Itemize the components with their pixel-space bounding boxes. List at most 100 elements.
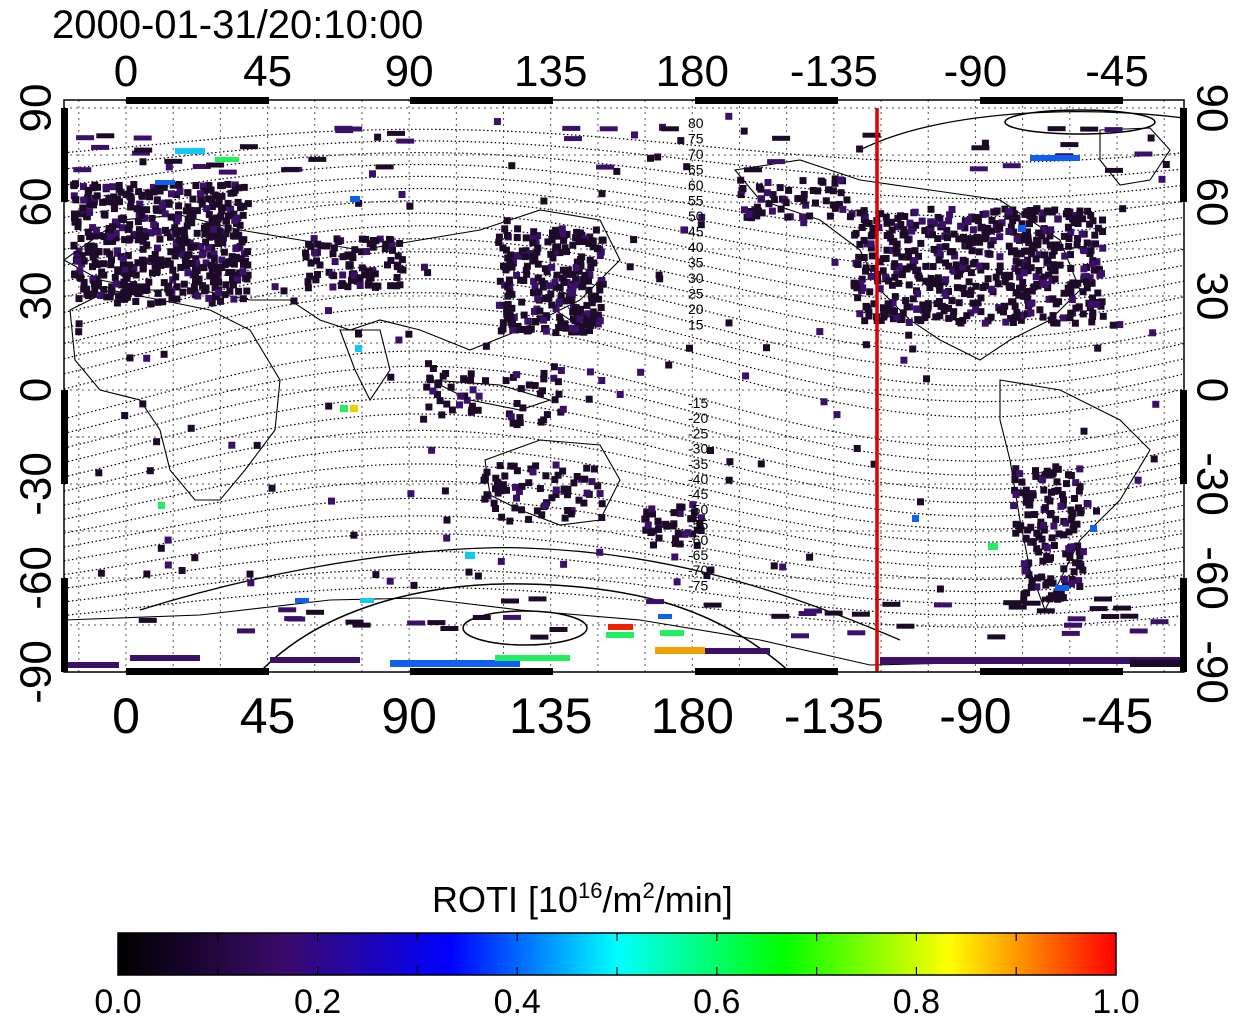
left-lat-tick-label: 30 (12, 272, 61, 321)
left-lat-tick-label: -30 (12, 452, 61, 516)
roti-cell (1018, 284, 1026, 292)
roti-cell (1044, 257, 1052, 265)
roti-cell (97, 292, 105, 299)
roti-cell (981, 231, 989, 239)
left-lat-tick-label: 0 (12, 378, 61, 402)
roti-cell (971, 145, 990, 151)
roti-cell (504, 301, 512, 308)
roti-cell (1046, 232, 1054, 240)
roti-cell (186, 206, 194, 214)
roti-cell (516, 414, 524, 422)
roti-cell (648, 505, 656, 513)
mlat-contour (64, 306, 1184, 403)
roti-cell (350, 196, 360, 202)
roti-cell (475, 392, 483, 400)
roti-cell (902, 265, 910, 273)
roti-cell (244, 200, 252, 208)
roti-cell (508, 304, 516, 312)
roti-cell (1039, 557, 1047, 565)
roti-cell (865, 220, 873, 227)
roti-cell (1067, 516, 1075, 524)
roti-cell (525, 381, 533, 389)
frame-tick-bars (61, 97, 1187, 675)
frame-bar-left (61, 578, 68, 672)
roti-cell (156, 235, 164, 243)
roti-cell (507, 413, 515, 421)
left-lat-tick-label: 90 (12, 84, 61, 133)
contour-label-south: -60 (688, 532, 708, 548)
roti-cell (1062, 519, 1070, 527)
roti-cell (1028, 299, 1036, 307)
roti-cell (467, 370, 475, 378)
roti-cell (599, 126, 618, 132)
roti-cell (122, 274, 130, 282)
roti-cell (502, 266, 510, 274)
roti-cell (514, 322, 522, 330)
roti-cell (769, 191, 777, 199)
roti-cell (513, 494, 520, 502)
roti-cell (876, 285, 884, 293)
roti-cell (168, 294, 176, 302)
contour-label-south: -20 (688, 410, 708, 426)
roti-cell (988, 216, 996, 224)
roti-cell (355, 345, 362, 352)
roti-cell (1041, 471, 1049, 479)
roti-cell (585, 269, 593, 277)
roti-cell (71, 217, 79, 224)
roti-cell (503, 486, 510, 494)
roti-cell (114, 247, 121, 255)
roti-cell (927, 275, 935, 282)
roti-cell (1035, 532, 1043, 540)
roti-cell (572, 234, 580, 242)
roti-cell (139, 158, 147, 166)
roti-cell (1079, 548, 1087, 556)
roti-cell (1032, 467, 1039, 475)
roti-cell (236, 221, 244, 229)
roti-cell (172, 273, 180, 281)
roti-cell (745, 210, 753, 218)
roti-cell (135, 290, 143, 298)
roti-cell (247, 579, 255, 587)
roti-cell (189, 195, 197, 203)
roti-cell (959, 263, 967, 271)
roti-cell (124, 252, 132, 260)
right-lat-tick-label: 30 (1188, 272, 1237, 321)
roti-cell (117, 188, 125, 196)
roti-cell (687, 515, 695, 523)
roti-cell (440, 626, 459, 631)
roti-cell (468, 402, 476, 410)
roti-cell (1097, 302, 1105, 310)
roti-cell (194, 292, 202, 300)
roti-cell (1089, 606, 1108, 612)
roti-cell (1039, 227, 1047, 234)
mlat-contour (64, 292, 1184, 387)
frame-bar-bottom (980, 668, 1123, 675)
roti-cell (1072, 479, 1080, 487)
roti-cell (118, 281, 126, 289)
roti-cell (1044, 495, 1052, 503)
roti-cell (205, 182, 213, 189)
contour-label-north: 15 (688, 317, 704, 333)
roti-cell (1068, 576, 1076, 583)
roti-cell (141, 214, 148, 222)
roti-cell (164, 536, 172, 544)
mlat-contour (64, 365, 1184, 462)
roti-cell (166, 260, 174, 268)
roti-cell (785, 186, 793, 194)
mlat-contour (64, 397, 1184, 490)
roti-cell (133, 135, 152, 141)
roti-cell (839, 205, 847, 213)
roti-cell (1065, 235, 1073, 242)
roti-cell (909, 345, 917, 353)
roti-cell (517, 385, 525, 393)
roti-cell (153, 438, 161, 446)
roti-cell (891, 273, 899, 281)
roti-cell (1032, 255, 1040, 263)
top-lon-tick-label: 180 (656, 47, 729, 96)
roti-cell (219, 204, 227, 212)
contour-label-north: 40 (688, 239, 704, 255)
roti-cell (822, 197, 830, 205)
roti-cell (1068, 543, 1076, 551)
roti-cell (183, 262, 191, 270)
